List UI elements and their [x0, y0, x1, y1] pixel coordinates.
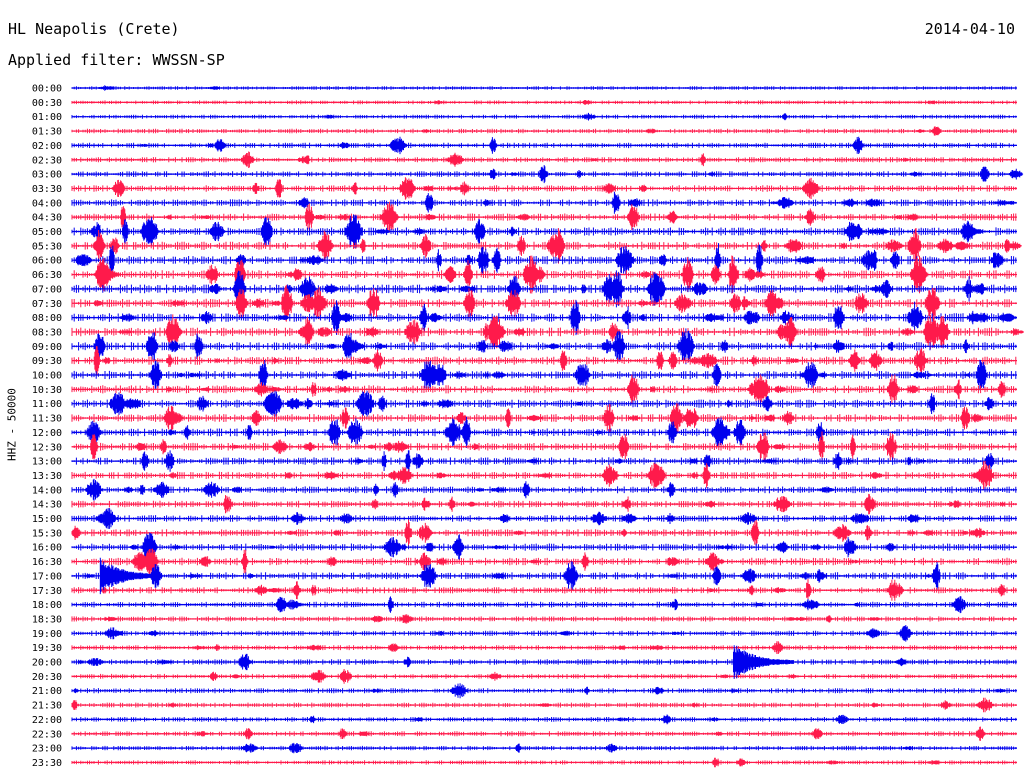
seismic-trace [71, 191, 1017, 214]
time-tick-label: 18:00 [32, 600, 62, 611]
time-tick-label: 13:00 [32, 457, 62, 468]
seismic-trace [71, 519, 1017, 546]
time-tick-label: 20:30 [32, 672, 62, 683]
time-tick-label: 01:30 [32, 127, 62, 138]
event-waveform [733, 645, 794, 679]
seismic-trace [71, 270, 1017, 308]
time-tick-label: 20:00 [32, 658, 62, 669]
time-tick-label: 13:30 [32, 471, 62, 482]
time-tick-label: 14:30 [32, 500, 62, 511]
time-tick-label: 22:00 [32, 715, 62, 726]
seismic-trace [71, 726, 1017, 741]
time-tick-label: 00:30 [32, 98, 62, 109]
time-tick-label: 12:30 [32, 442, 62, 453]
time-tick-label: 06:30 [32, 270, 62, 281]
time-tick-label: 02:00 [32, 141, 62, 152]
seismic-trace [71, 284, 1017, 322]
time-tick-label: 15:00 [32, 514, 62, 525]
seismic-trace [71, 374, 1017, 405]
time-tick-label: 16:30 [32, 557, 62, 568]
time-tick-label: 17:30 [32, 586, 62, 597]
time-tick-label: 09:30 [32, 356, 62, 367]
seismic-trace [71, 201, 1017, 233]
time-tick-label: 18:30 [32, 614, 62, 625]
time-tick-label: 16:00 [32, 543, 62, 554]
seismic-trace [71, 532, 1017, 562]
seismic-trace [71, 214, 1017, 249]
time-tick-label: 15:30 [32, 528, 62, 539]
time-tick-label: 07:30 [32, 299, 62, 310]
time-tick-label: 10:30 [32, 385, 62, 396]
time-tick-label: 05:30 [32, 241, 62, 252]
time-tick-label: 04:00 [32, 198, 62, 209]
time-tick-label: 08:30 [32, 327, 62, 338]
time-tick-label: 12:00 [32, 428, 62, 439]
time-tick-label: 05:00 [32, 227, 62, 238]
time-tick-label: 03:30 [32, 184, 62, 195]
time-tick-label: 02:30 [32, 155, 62, 166]
station-title: HL Neapolis (Crete) [8, 20, 180, 38]
time-tick-label: 21:30 [32, 701, 62, 712]
seismic-trace [71, 493, 1017, 515]
time-tick-label: 14:00 [32, 485, 62, 496]
seismic-trace [71, 136, 1017, 155]
event-waveform [99, 557, 161, 595]
time-tick-label: 11:30 [32, 414, 62, 425]
time-tick-label: 22:30 [32, 729, 62, 740]
filter-label: Applied filter: WWSSN-SP [8, 51, 225, 69]
time-tick-label: 08:00 [32, 313, 62, 324]
seismic-trace [71, 359, 1017, 391]
time-tick-label: 23:30 [32, 758, 62, 769]
date-label: 2014-04-10 [924, 20, 1015, 38]
seismic-trace [71, 100, 1017, 105]
time-tick-label: 03:00 [32, 170, 62, 181]
time-tick-label: 04:30 [32, 213, 62, 224]
time-tick-label: 10:00 [32, 371, 62, 382]
time-tick-label: 11:00 [32, 399, 62, 410]
seismic-trace [71, 151, 1017, 168]
time-tick-label: 19:00 [32, 629, 62, 640]
seismic-trace [71, 165, 1024, 184]
seismic-trace [71, 243, 1017, 278]
seismic-trace [71, 403, 1017, 433]
time-tick-label: 23:00 [32, 744, 62, 755]
time-tick-label: 00:00 [32, 84, 62, 95]
time-tick-label: 21:00 [32, 686, 62, 697]
seismic-trace [71, 614, 1017, 624]
seismic-trace [71, 390, 1017, 417]
time-tick-label: 07:00 [32, 284, 62, 295]
time-tick-label: 19:30 [32, 643, 62, 654]
seismic-trace [71, 757, 1017, 768]
seismic-trace [71, 478, 1017, 501]
time-tick-label: 01:00 [32, 112, 62, 123]
seismic-trace [71, 314, 1024, 350]
time-tick-label: 06:00 [32, 256, 62, 267]
time-tick-label: 09:00 [32, 342, 62, 353]
time-tick-label: 17:00 [32, 571, 62, 582]
